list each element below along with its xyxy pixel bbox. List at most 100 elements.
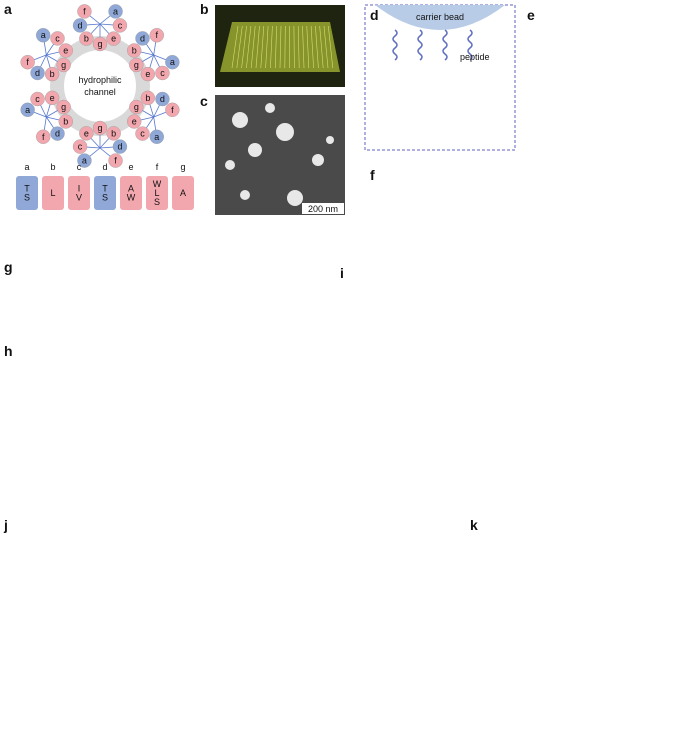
wheel-letter: c — [78, 142, 83, 152]
residue: I — [78, 184, 81, 194]
wheel-petal — [30, 65, 45, 81]
wheel-petal — [20, 54, 35, 70]
wheel-letter: b — [145, 93, 150, 103]
wheel-petal — [50, 31, 65, 46]
residue: T — [102, 184, 108, 194]
chip-grid — [241, 25, 247, 69]
chip-grid — [265, 25, 269, 69]
residue: W — [153, 179, 162, 189]
wheel-letter: e — [132, 116, 137, 126]
wheel-petal — [72, 18, 88, 33]
wheel-petal — [127, 43, 142, 58]
heptad-position: c — [77, 162, 82, 172]
vesicle — [287, 190, 303, 206]
vesicle — [225, 160, 235, 170]
wheel-letter: e — [63, 46, 68, 56]
residue-box — [42, 176, 64, 210]
residue: A — [180, 188, 186, 198]
wheel-petal — [112, 139, 128, 154]
chip-grid — [315, 25, 319, 69]
wheel-petal — [56, 99, 71, 115]
panel-label: i — [340, 265, 344, 281]
wheel-letter: g — [97, 123, 102, 133]
wheel-letter: b — [132, 46, 137, 56]
wheel-letter: e — [145, 69, 150, 79]
wheel-petal — [58, 114, 73, 129]
residue-box — [68, 176, 90, 210]
wheel-letter: d — [140, 33, 145, 43]
residue: S — [154, 197, 160, 207]
label: hydrophilic — [78, 75, 122, 85]
wheel-petal — [165, 102, 180, 118]
label: carrier bead — [416, 12, 464, 22]
chip-grid — [306, 25, 310, 69]
wheel-petal — [135, 126, 150, 141]
wheel-letter: d — [78, 20, 83, 30]
wheel-letter: g — [97, 39, 102, 49]
wheel-letter: b — [111, 128, 116, 138]
wheel-petal — [20, 102, 35, 118]
panel-label: g — [4, 259, 13, 275]
heptad-position: b — [50, 162, 55, 172]
bead — [375, 5, 505, 30]
wheel-petal — [44, 90, 60, 106]
wheel-petal — [58, 43, 73, 58]
wheel-letter: c — [118, 20, 123, 30]
vesicle — [276, 123, 294, 141]
heptad-position: d — [102, 162, 107, 172]
residue: T — [24, 184, 30, 194]
vesicle — [312, 154, 324, 166]
wheel-letter: f — [114, 156, 117, 166]
chip-grid — [310, 25, 314, 69]
panel-label: j — [3, 517, 8, 533]
wheel-letter: c — [160, 68, 165, 78]
panel-label: c — [200, 93, 208, 109]
residue-box — [94, 176, 116, 210]
chip-grid — [270, 25, 273, 69]
label: peptide — [460, 52, 490, 62]
wheel-petal — [155, 65, 170, 81]
wheel-petal — [140, 66, 156, 82]
panel-label: e — [527, 7, 535, 23]
wheel-letter: a — [82, 156, 87, 166]
wheel-petal — [36, 129, 51, 144]
chip-grid — [236, 25, 243, 69]
chip-grid — [297, 25, 300, 69]
wheel-petal — [129, 57, 144, 73]
channel-core — [64, 50, 136, 122]
vesicle — [232, 112, 248, 128]
peptide-coil — [442, 29, 448, 61]
panel-label: k — [470, 517, 478, 533]
panel-label: b — [200, 1, 209, 17]
chip-grid — [279, 25, 282, 69]
residue: L — [50, 188, 55, 198]
residue: S — [102, 193, 108, 203]
wheel-letter: g — [61, 102, 66, 112]
wheel-petal — [127, 114, 142, 129]
peptide-coil — [417, 29, 423, 61]
wheel-petal — [44, 66, 60, 82]
wheel-petal — [149, 129, 164, 144]
label: channel — [84, 87, 116, 97]
wheel-letter: f — [171, 105, 174, 115]
chip-grid — [274, 25, 277, 69]
wheel-petal — [79, 126, 94, 141]
wheel-letter: c — [140, 129, 145, 139]
wheel-letter: e — [84, 128, 89, 138]
residue-box — [16, 176, 38, 210]
wheel-letter: d — [35, 68, 40, 78]
panel-label: d — [370, 7, 379, 23]
wheel-letter: f — [83, 6, 86, 16]
wheel-petal — [155, 91, 170, 107]
wheel-letter: e — [111, 34, 116, 44]
vesicle — [240, 190, 250, 200]
wheel-petal — [72, 139, 88, 154]
heptad-position: a — [24, 162, 29, 172]
wheel-letter: b — [50, 69, 55, 79]
panel-label: h — [4, 343, 13, 359]
chip-grid — [323, 25, 329, 69]
vesicle — [265, 103, 275, 113]
wheel-petal — [140, 90, 156, 106]
wheel-petal — [79, 31, 94, 46]
